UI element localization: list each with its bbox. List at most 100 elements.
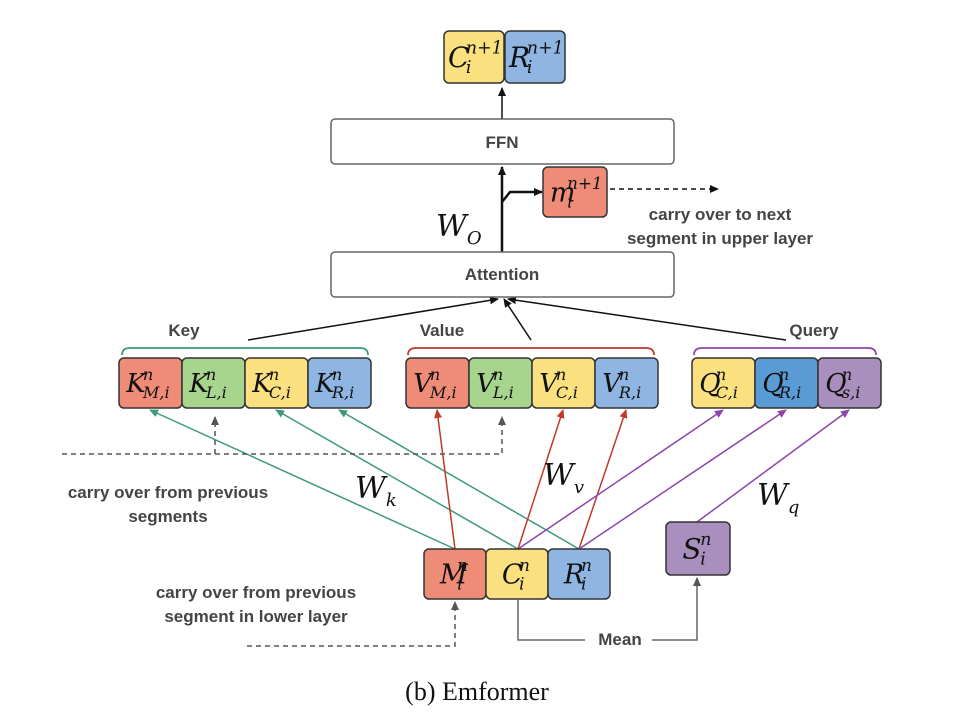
value-box-0-sub: M,i	[429, 383, 457, 402]
edge-to-memory	[501, 188, 543, 203]
value-box-1-sub: L,i	[492, 383, 514, 402]
attention-block: Attention	[330, 251, 675, 298]
summary-box-base: S	[682, 532, 701, 565]
key-box-1-sup: n	[206, 365, 216, 384]
edge-r-to-kr	[338, 409, 580, 550]
input-box-2-base: R	[563, 559, 584, 590]
input-box-2-sub: i	[581, 574, 586, 594]
query-box-1-sup: n	[779, 365, 789, 384]
value-brace	[407, 347, 655, 356]
key-box-2: KnC,i	[244, 357, 309, 409]
edge-c-to-kc	[275, 409, 519, 550]
key-box-0-base: K	[125, 369, 147, 399]
value-box-3-sup: n	[619, 365, 629, 384]
query-box-2-base: Q	[825, 369, 846, 399]
mean-path-right	[652, 577, 701, 641]
output-box-1-sup: n+1	[527, 39, 564, 59]
value-box-2-base: V	[539, 369, 560, 399]
output-box-0-base: C	[448, 41, 469, 74]
weight-wv: Wv	[543, 458, 584, 498]
query-box-2-sup: n	[842, 365, 852, 384]
input-box-0-base: M	[439, 559, 469, 590]
input-box-0-sub: i	[457, 574, 462, 594]
weight-wo: WO	[436, 209, 482, 249]
edge-r-to-qr	[578, 409, 787, 550]
key-box-0: KnM,i	[118, 357, 183, 409]
edge-query-to-attention	[507, 296, 787, 341]
figure-caption: (b) Emformer	[405, 677, 549, 706]
query-box-2: Qns,i	[817, 357, 882, 409]
output-box-0-sup: n+1	[466, 39, 503, 59]
value-box-1: VnL,i	[468, 357, 533, 409]
key-box-1-sub: L,i	[205, 383, 227, 402]
key-box-3-sub: R,i	[331, 383, 354, 402]
mean-label: Mean	[598, 630, 641, 649]
edge-c-to-qc	[517, 409, 724, 550]
input-box-2-sup: n	[581, 555, 592, 575]
input-box-0-sup: n	[457, 555, 468, 575]
edges-layer	[62, 87, 877, 647]
value-box-0-base: V	[413, 369, 434, 399]
key-box-1: KnL,i	[181, 357, 246, 409]
query-label: Query	[789, 321, 839, 340]
weight-wq: Wq	[757, 478, 799, 518]
input-box-1-sup: n	[519, 555, 530, 575]
query-box-1-sub: R,i	[778, 383, 801, 402]
value-label: Value	[420, 321, 464, 340]
value-box-2: VnC,i	[531, 357, 596, 409]
memory-out-box: mn+1i	[542, 166, 608, 218]
value-box-3: VnR,i	[594, 357, 659, 409]
query-box-0-sup: n	[716, 365, 726, 384]
value-box-2-sup: n	[556, 365, 566, 384]
carry-to-m	[247, 601, 459, 647]
query-box-0-base: Q	[699, 369, 720, 399]
summary-box-sup: n	[700, 530, 711, 550]
query-box-0-sub: C,i	[716, 383, 738, 402]
attention-label: Attention	[465, 265, 540, 284]
carry-next-line1: carry over to next	[649, 205, 792, 224]
value-box-1-base: V	[476, 369, 497, 399]
input-box-0: Mni	[423, 548, 487, 600]
carry-prev-lower-line1: carry over from previous	[156, 583, 356, 602]
edge-s-to-qs	[696, 409, 850, 523]
carry-prev-segments-line2: segments	[128, 507, 207, 526]
key-box-3-base: K	[314, 369, 336, 399]
carry-prev-segments-line1: carry over from previous	[68, 483, 268, 502]
edge-c-to-vc	[517, 409, 565, 550]
output-box-1-sub: i	[527, 58, 533, 78]
query-brace	[693, 347, 877, 356]
key-label: Key	[168, 321, 200, 340]
input-box-2: Rni	[547, 548, 611, 600]
carry-to-kl	[62, 416, 219, 455]
memory-out-box-base: m	[550, 177, 576, 208]
output-box-0-sub: i	[466, 58, 472, 78]
key-box-0-sub: M,i	[142, 383, 170, 402]
ffn-label: FFN	[485, 133, 518, 152]
carry-to-vl	[215, 416, 506, 455]
memory-out-box-sup: n+1	[567, 173, 602, 193]
key-box-2-sup: n	[269, 365, 279, 384]
query-box-1: QnR,i	[754, 357, 819, 409]
summary-box-sub: i	[700, 550, 706, 570]
value-box-3-sub: R,i	[618, 383, 641, 402]
value-box-0: VnM,i	[405, 357, 470, 409]
edge-m-to-vm	[434, 409, 456, 550]
input-box-1: Cni	[485, 548, 549, 600]
output-box-1: Rn+1i	[504, 30, 566, 84]
key-box-2-base: K	[251, 369, 273, 399]
output-box-0: Cn+1i	[443, 30, 505, 84]
edge-key-to-attention	[247, 296, 499, 341]
key-box-0-sup: n	[143, 365, 153, 384]
query-box-1-base: Q	[762, 369, 783, 399]
key-brace	[121, 347, 369, 356]
carry-next-line2: segment in upper layer	[627, 229, 813, 248]
carry-prev-lower-line2: segment in lower layer	[164, 607, 348, 626]
edge-m-to-km	[149, 409, 456, 550]
input-box-1-base: C	[502, 559, 523, 590]
key-box-3-sup: n	[332, 365, 342, 384]
key-box-2-sub: C,i	[269, 383, 291, 402]
key-box-3: KnR,i	[307, 357, 372, 409]
query-box-0: QnC,i	[691, 357, 756, 409]
